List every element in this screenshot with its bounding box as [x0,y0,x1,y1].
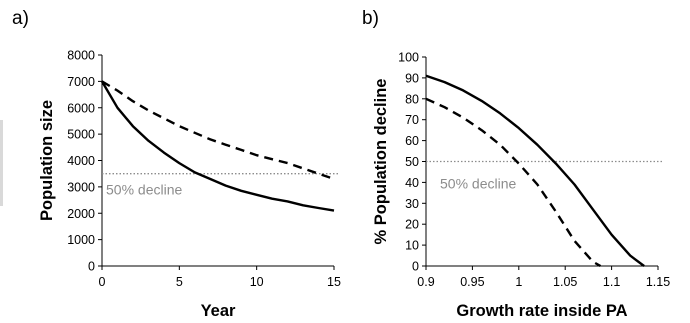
panel-b-series-solid-line [425,74,645,267]
panel-b-y-tick-label: 100 [398,51,419,65]
panel-b-x-tick-label: 1.15 [646,275,670,289]
panel-a-y-tick-label: 8000 [67,49,95,63]
panel-b-series-dashed-line [425,97,602,268]
panel-b-y-tick-label: 50 [405,155,419,169]
panel-b-y-tick-label: 70 [405,113,419,127]
edge-mark [0,120,3,206]
panel-a-x-tick-label: 10 [250,275,264,289]
panel-b-y-tick-label: 40 [405,176,419,190]
panel-b-y-axis-title: % Population decline [372,79,390,245]
panel-a-x-tick-label: 0 [99,275,106,289]
panel-b-y-tick-label: 60 [405,134,419,148]
panel-a-series-solid-line [100,80,335,212]
panel-b-letter: b) [362,8,379,29]
panel-b-x-tick-label: 1.05 [553,275,577,289]
panel-b-reference-label: 50% decline [440,176,516,192]
panel-b-y-tick-label: 80 [405,92,419,106]
panel-a-x-axis-title: Year [201,302,236,320]
panel-b-x-tick-label: 1 [515,275,522,289]
panel-a-y-tick-label: 3000 [67,180,95,194]
panel-a-y-tick-label: 7000 [67,75,95,89]
panel-a-reference-label: 50% decline [106,182,182,198]
panel-a-y-tick-label: 5000 [67,128,95,142]
panel-b-y-tick-label: 20 [405,218,419,232]
panel-a-y-tick-label: 1000 [67,233,95,247]
panel-a-x-tick-label: 15 [327,275,341,289]
panel-b-y-tick-label: 10 [405,239,419,253]
panel-b-y-tick-label: 30 [405,197,419,211]
panel-b-x-axis-title: Growth rate inside PA [456,302,627,320]
panel-a-y-tick-label: 0 [88,260,95,274]
panel-a-letter: a) [12,8,29,29]
panel-a-y-tick-label: 4000 [67,154,95,168]
panel-a-y-axis-title: Population size [38,100,56,221]
panel-b-x-tick-label: 1.1 [603,275,620,289]
panel-b-x-tick-label: 0.95 [460,275,484,289]
panel-a-y-tick-label: 6000 [67,101,95,115]
panel-a-series-dashed-line [101,80,335,181]
panel-b-y-tick-label: 0 [412,260,419,274]
panel-a-x-tick-label: 5 [176,275,183,289]
panel-a-y-tick-label: 2000 [67,207,95,221]
panel-b-y-tick-label: 90 [405,71,419,85]
panel-b-x-tick-label: 0.9 [417,275,434,289]
